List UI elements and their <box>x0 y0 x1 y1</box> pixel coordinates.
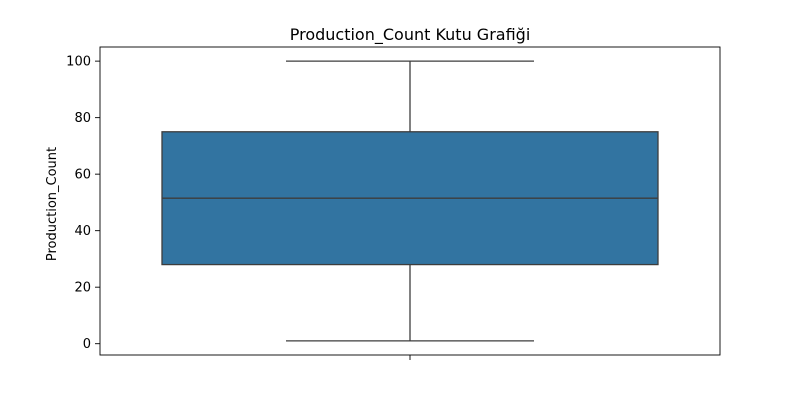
y-tick-label: 20 <box>74 281 91 296</box>
box-plot-series <box>161 60 659 342</box>
y-tick-label: 60 <box>74 168 91 183</box>
chart-title: Production_Count Kutu Grafiği <box>290 25 531 45</box>
y-axis-label: Production_Count <box>45 147 60 261</box>
y-tick-label: 100 <box>66 55 91 70</box>
y-tick-label: 80 <box>74 111 91 126</box>
y-axis-ticks: 0 20 40 60 80 100 <box>66 55 100 352</box>
y-tick-label: 40 <box>74 224 91 239</box>
y-tick-label: 0 <box>83 337 91 352</box>
